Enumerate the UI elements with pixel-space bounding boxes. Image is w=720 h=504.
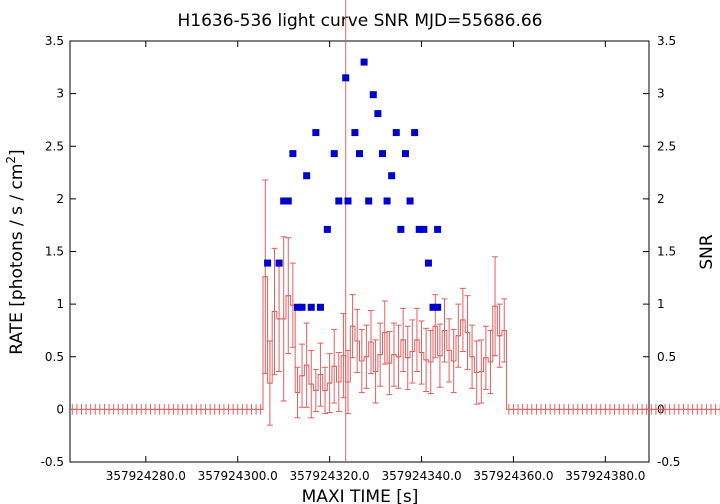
snr-point bbox=[289, 150, 297, 158]
snr-point bbox=[264, 259, 272, 267]
y-tick-label-left: -0.5 bbox=[41, 455, 64, 469]
snr-point bbox=[351, 129, 359, 137]
snr-point bbox=[378, 150, 386, 158]
snr-point bbox=[284, 197, 292, 205]
y-tick-label-left: 0 bbox=[56, 402, 64, 416]
y-tick-label-right: 2.5 bbox=[657, 139, 676, 153]
snr-point bbox=[307, 303, 315, 311]
snr-point bbox=[356, 150, 363, 158]
y-axis-label-right: SNR bbox=[697, 234, 717, 270]
y-tick-label-left: 2.5 bbox=[45, 139, 64, 153]
snr-point bbox=[275, 259, 283, 267]
snr-point bbox=[374, 110, 382, 118]
y-tick-label-right: -0.5 bbox=[657, 455, 680, 469]
snr-point bbox=[280, 197, 288, 205]
snr-point bbox=[406, 197, 414, 205]
y-tick-label-right: 0.5 bbox=[657, 350, 676, 364]
plot-area: -0.5-0.5000.50.5111.51.5222.52.5333.53.5… bbox=[41, 0, 720, 483]
snr-point bbox=[434, 225, 442, 233]
snr-point bbox=[397, 225, 405, 233]
snr-point bbox=[383, 197, 391, 205]
snr-point bbox=[424, 259, 432, 267]
snr-point bbox=[312, 129, 320, 137]
snr-point bbox=[392, 129, 400, 137]
x-axis-label: MAXI TIME [s] bbox=[302, 487, 419, 504]
snr-point bbox=[411, 129, 419, 137]
plot-frame bbox=[69, 40, 650, 463]
snr-point bbox=[360, 58, 368, 66]
snr-point bbox=[415, 225, 423, 233]
y-tick-label-left: 1 bbox=[56, 297, 64, 311]
snr-point bbox=[330, 150, 338, 158]
x-tick-label: 357924360.0 bbox=[473, 469, 553, 483]
x-tick-label: 357924320.0 bbox=[290, 469, 370, 483]
x-tick-label: 357924340.0 bbox=[381, 469, 461, 483]
snr-point bbox=[434, 303, 442, 311]
snr-point bbox=[293, 303, 301, 311]
y-axis-label-left-main: RATE [photons / s / cm bbox=[7, 164, 27, 355]
x-tick-label: 357924380.0 bbox=[565, 469, 645, 483]
y-tick-label-left: 0.5 bbox=[45, 350, 64, 364]
y-tick-label-right: 3 bbox=[657, 87, 665, 101]
y-axis-label-left: RATE [photons / s / cm2] bbox=[4, 149, 27, 354]
snr-point bbox=[316, 303, 324, 311]
y-tick-label-right: 1.5 bbox=[657, 245, 676, 259]
chart-title: H1636-536 light curve SNR MJD=55686.66 bbox=[177, 11, 542, 31]
x-tick-label: 357924280.0 bbox=[106, 469, 186, 483]
snr-point bbox=[420, 225, 428, 233]
snr-point bbox=[429, 303, 437, 311]
y-axis-label-left-sup: 2 bbox=[4, 156, 18, 164]
x-tick-label: 357924300.0 bbox=[198, 469, 278, 483]
snr-point bbox=[344, 197, 352, 205]
snr-point bbox=[298, 303, 306, 311]
y-tick-label-right: 1 bbox=[657, 297, 665, 311]
snr-point bbox=[323, 225, 331, 233]
y-tick-label-left: 2 bbox=[56, 192, 64, 206]
y-tick-label-left: 1.5 bbox=[45, 245, 64, 259]
snr-point bbox=[342, 74, 350, 82]
y-tick-label-right: 3.5 bbox=[657, 34, 676, 48]
y-axis-label-left-end: ] bbox=[7, 149, 27, 156]
y-tick-label-right: 2 bbox=[657, 192, 665, 206]
rate-step-line bbox=[70, 276, 720, 410]
snr-point bbox=[401, 150, 409, 158]
snr-point bbox=[303, 172, 311, 180]
snr-point bbox=[369, 91, 377, 99]
y-tick-label-left: 3.5 bbox=[45, 34, 64, 48]
y-tick-label-left: 3 bbox=[56, 87, 64, 101]
snr-point bbox=[388, 172, 396, 180]
snr-point bbox=[335, 197, 343, 205]
snr-point bbox=[365, 197, 373, 205]
